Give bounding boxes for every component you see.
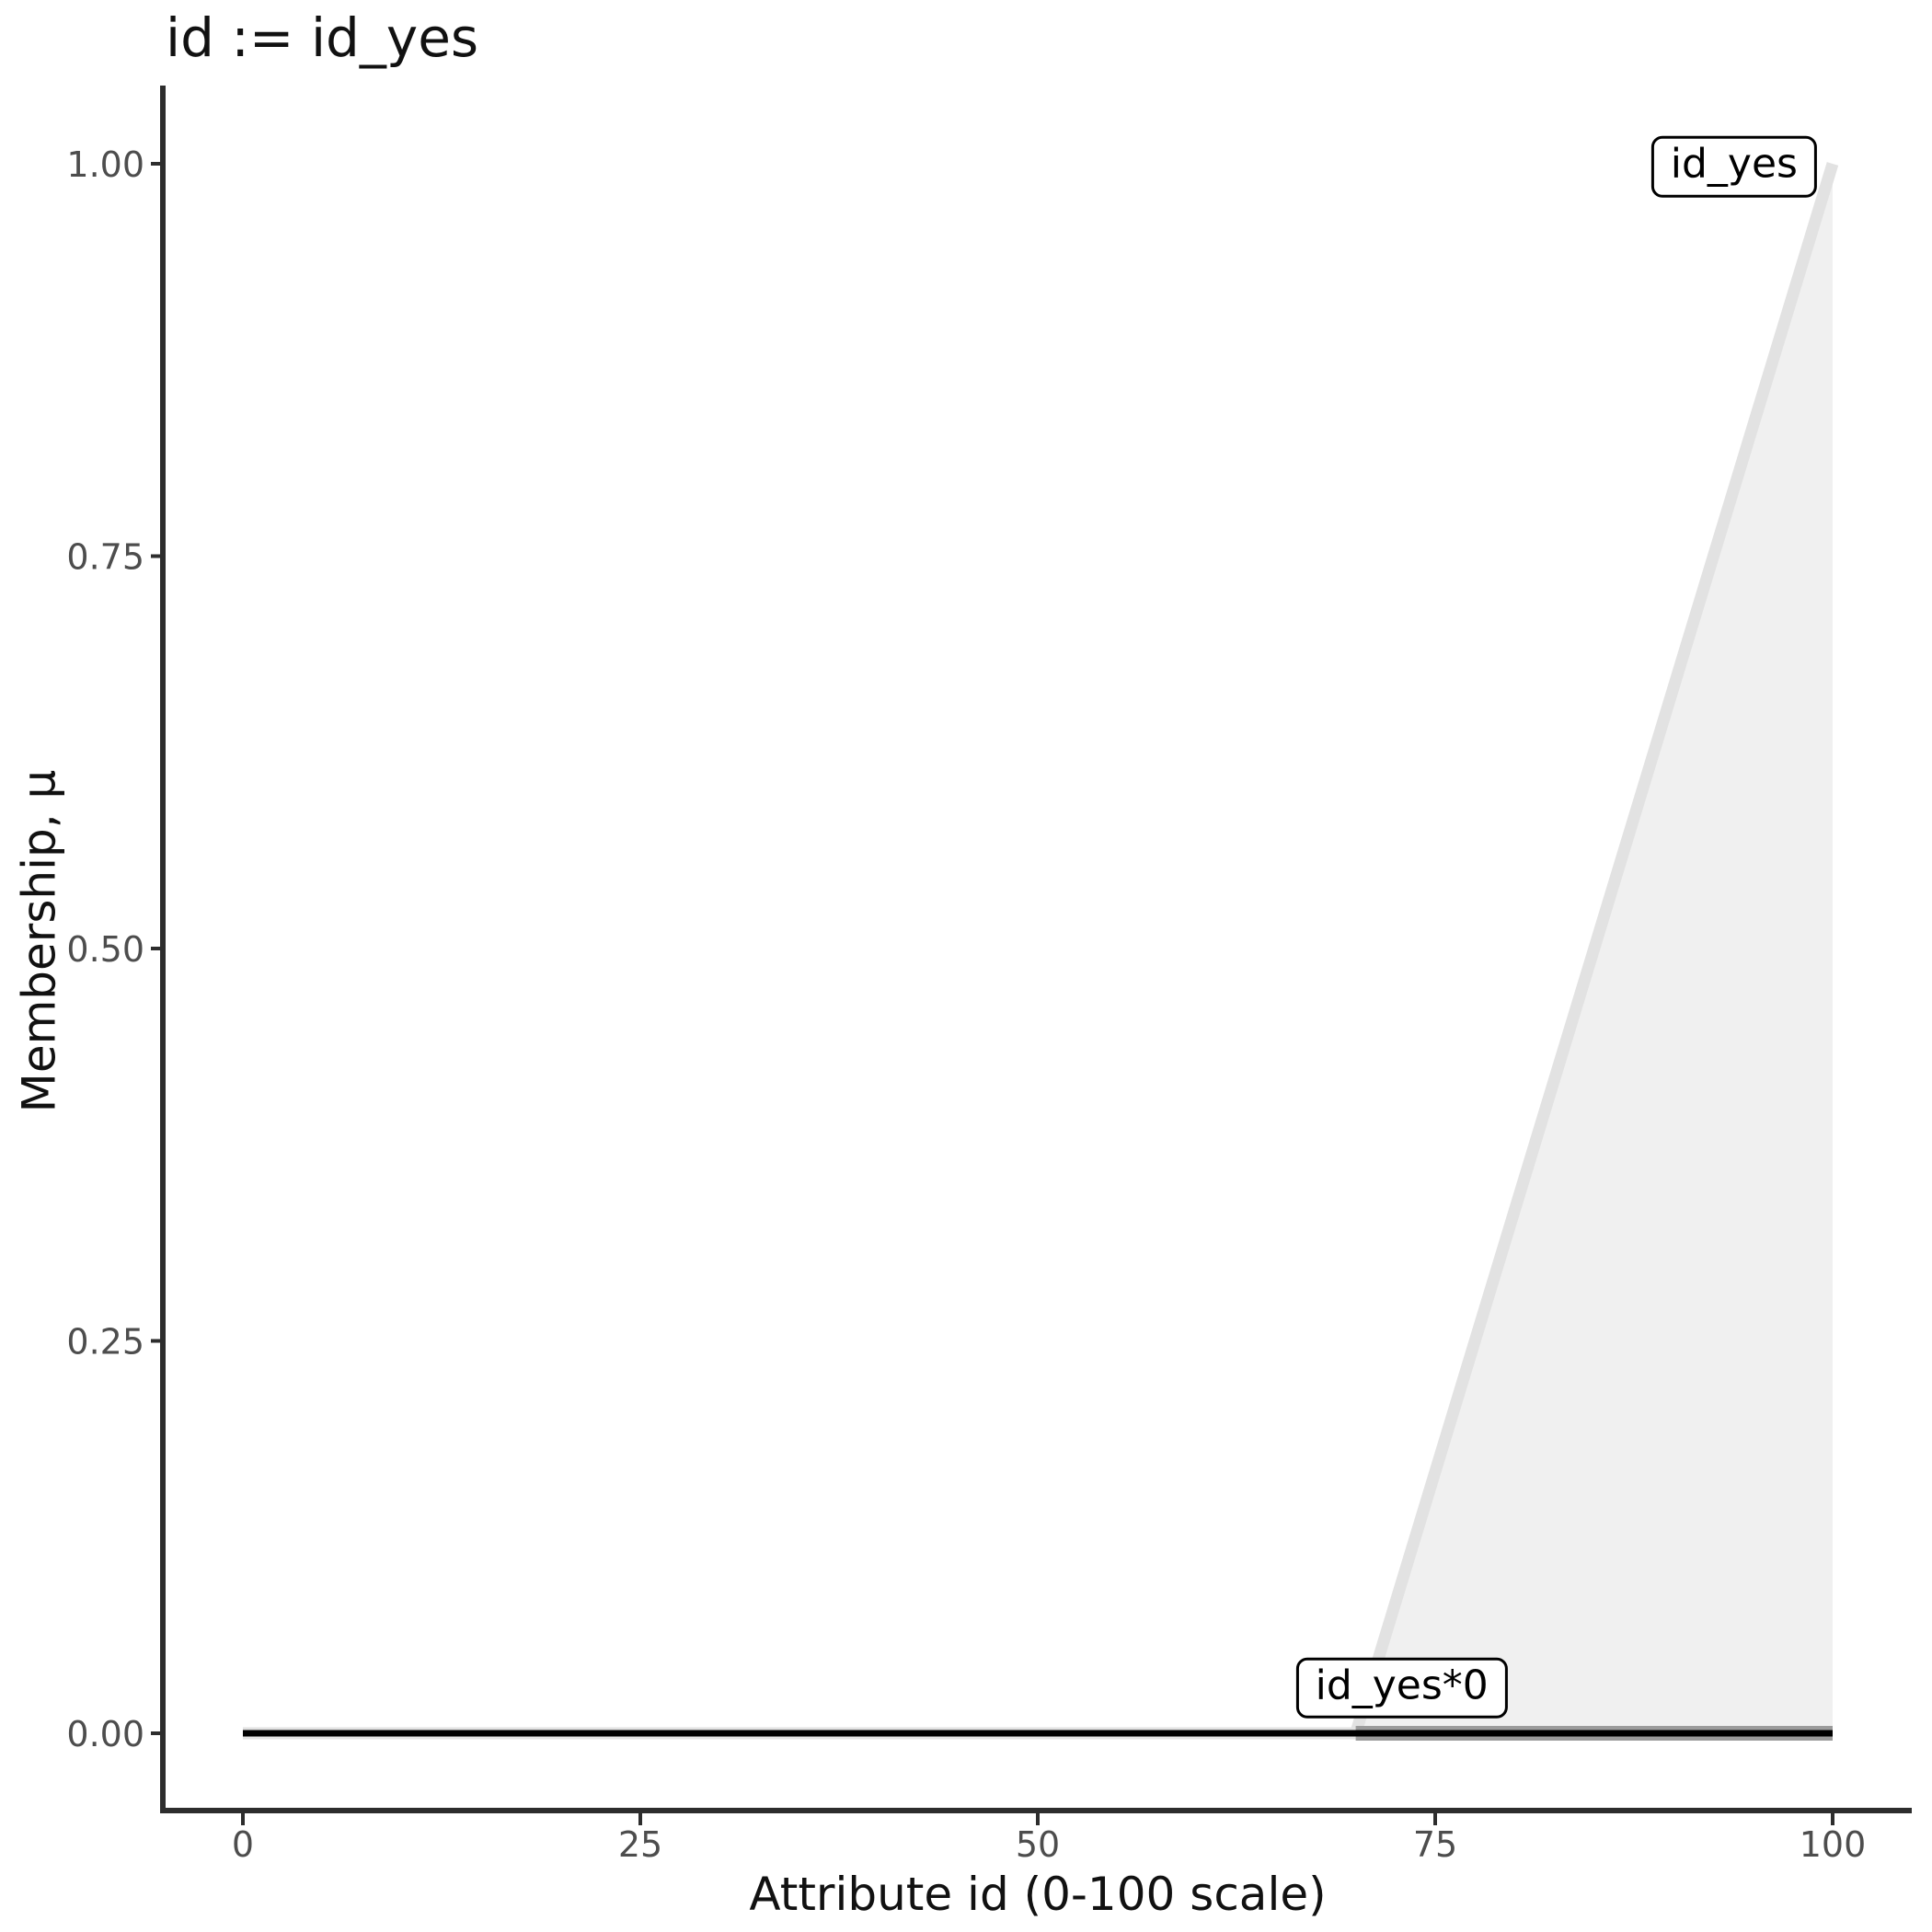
x-tick-label: 50 — [1016, 1824, 1060, 1865]
y-axis-title: Membership, μ — [12, 769, 66, 1113]
y-tick-label: 0.00 — [66, 1714, 144, 1754]
x-tick-label: 25 — [618, 1824, 662, 1865]
y-tick-label: 1.00 — [66, 144, 144, 185]
x-tick-label: 0 — [232, 1824, 254, 1865]
chart-title: id := id_yes — [166, 6, 479, 69]
y-tick-label: 0.50 — [66, 929, 144, 970]
x-axis-title: Attribute id (0-100 scale) — [749, 1868, 1327, 1921]
annotation-id-yes-times-0: id_yes*0 — [1295, 1657, 1508, 1719]
x-tick-label: 75 — [1413, 1824, 1457, 1865]
y-tick-label: 0.25 — [66, 1322, 144, 1363]
annotation-id-yes: id_yes — [1650, 136, 1817, 198]
x-tick-label: 100 — [1800, 1824, 1867, 1865]
y-tick-label: 0.75 — [66, 537, 144, 578]
